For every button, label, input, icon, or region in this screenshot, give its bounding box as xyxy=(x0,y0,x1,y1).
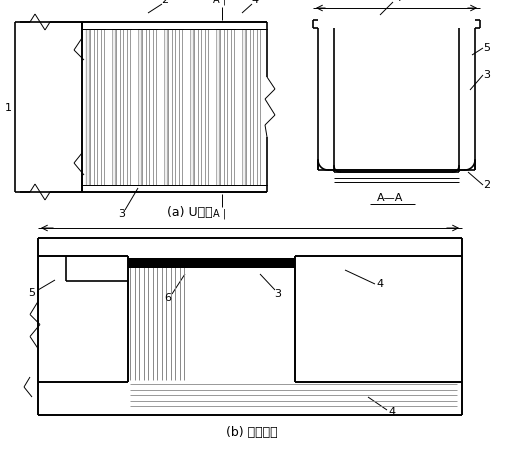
Text: |: | xyxy=(222,0,226,5)
Bar xyxy=(158,29,164,185)
Text: A: A xyxy=(213,209,219,219)
Bar xyxy=(106,29,112,185)
Text: 3: 3 xyxy=(119,209,126,219)
Text: 5: 5 xyxy=(28,288,35,298)
Text: 2: 2 xyxy=(162,0,169,5)
Text: 4: 4 xyxy=(388,407,395,417)
Text: 3: 3 xyxy=(275,289,281,299)
Bar xyxy=(236,29,242,185)
Text: 4: 4 xyxy=(251,0,259,5)
Bar xyxy=(210,29,216,185)
Text: 4: 4 xyxy=(376,279,384,289)
Text: |: | xyxy=(222,209,226,219)
Text: A—A: A—A xyxy=(377,193,403,203)
Text: 3: 3 xyxy=(483,70,490,80)
Text: 4: 4 xyxy=(394,0,401,3)
Bar xyxy=(184,29,190,185)
Bar xyxy=(128,258,295,268)
Text: 1: 1 xyxy=(5,103,12,113)
Text: A: A xyxy=(213,0,219,5)
Text: 2: 2 xyxy=(483,180,490,190)
Text: 6: 6 xyxy=(165,293,172,303)
Text: (a) U形箍: (a) U形箍 xyxy=(167,205,213,219)
Text: 5: 5 xyxy=(483,43,490,53)
Bar xyxy=(132,29,138,185)
Text: (b) 横向压条: (b) 横向压条 xyxy=(226,425,278,439)
